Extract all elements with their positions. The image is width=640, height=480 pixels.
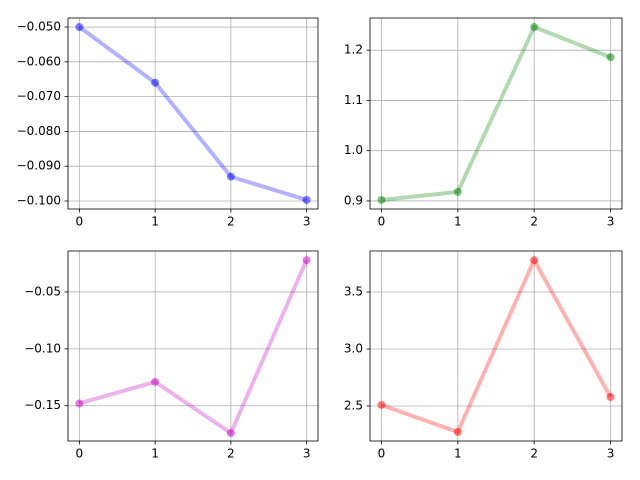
marker bbox=[302, 256, 311, 265]
x-tick-label: 2 bbox=[530, 215, 538, 229]
x-tick-label: 3 bbox=[607, 447, 615, 461]
subplot: 0 1 2 3 0.9 1.0 1.1 1.2 bbox=[344, 17, 623, 229]
marker bbox=[151, 78, 160, 87]
y-tick-label: −0.15 bbox=[24, 398, 61, 412]
marker bbox=[530, 256, 539, 265]
y-tick-label: −0.080 bbox=[17, 124, 61, 138]
y-tick-label: 1.0 bbox=[344, 143, 363, 157]
subplot: 0 1 2 3 −0.15 −0.10 −0.05 bbox=[24, 250, 319, 461]
axes-frame bbox=[369, 250, 623, 442]
marker bbox=[226, 429, 235, 438]
x-tick-label: 0 bbox=[378, 447, 386, 461]
y-tick-label: 0.9 bbox=[344, 193, 363, 207]
x-tick-label: 0 bbox=[378, 215, 386, 229]
y-tick-label: 2.5 bbox=[344, 399, 363, 413]
x-tick-label: 3 bbox=[303, 215, 311, 229]
marker bbox=[377, 400, 386, 409]
marker bbox=[530, 23, 539, 32]
y-tick-label: −0.070 bbox=[17, 89, 61, 103]
axes-frame bbox=[67, 250, 319, 442]
y-tick-label: −0.060 bbox=[17, 54, 61, 68]
x-tick-label: 1 bbox=[151, 447, 159, 461]
marker bbox=[377, 195, 386, 204]
line bbox=[380, 258, 613, 434]
x-tick-label: 2 bbox=[227, 447, 235, 461]
subplot: 0 1 2 3 2.5 3.0 3.5 bbox=[344, 250, 623, 461]
y-tick-label: −0.050 bbox=[17, 20, 61, 34]
marker bbox=[453, 187, 462, 196]
line bbox=[78, 25, 308, 202]
x-tick-label: 2 bbox=[227, 215, 235, 229]
subplot: 0 1 2 3 −0.100 −0.090 −0.080 −0.070 −0.060 −0.050 bbox=[17, 17, 319, 229]
x-tick-label: 1 bbox=[454, 447, 462, 461]
y-tick-label: 1.1 bbox=[344, 93, 363, 107]
marker bbox=[151, 377, 160, 386]
axes-frame bbox=[67, 17, 319, 210]
x-tick-label: 3 bbox=[607, 215, 615, 229]
x-tick-label: 0 bbox=[76, 447, 84, 461]
axes-frame bbox=[369, 17, 623, 210]
marker bbox=[226, 172, 235, 181]
marker bbox=[75, 23, 84, 32]
y-tick-label: 1.2 bbox=[344, 43, 363, 57]
x-tick-label: 3 bbox=[303, 447, 311, 461]
marker bbox=[453, 427, 462, 436]
x-tick-label: 2 bbox=[530, 447, 538, 461]
marker bbox=[302, 195, 311, 204]
x-tick-label: 0 bbox=[76, 215, 84, 229]
y-tick-label: −0.100 bbox=[17, 193, 61, 207]
x-tick-label: 1 bbox=[454, 215, 462, 229]
y-tick-label: −0.10 bbox=[24, 341, 61, 355]
line bbox=[381, 25, 612, 202]
y-tick-label: 3.5 bbox=[344, 285, 363, 299]
x-tick-label: 1 bbox=[151, 215, 159, 229]
y-tick-label: 3.0 bbox=[344, 342, 363, 356]
y-tick-label: −0.05 bbox=[24, 284, 61, 298]
marker bbox=[606, 393, 615, 402]
marker bbox=[606, 53, 615, 62]
marker bbox=[75, 399, 84, 408]
line bbox=[78, 259, 309, 436]
y-tick-label: −0.090 bbox=[17, 159, 61, 173]
